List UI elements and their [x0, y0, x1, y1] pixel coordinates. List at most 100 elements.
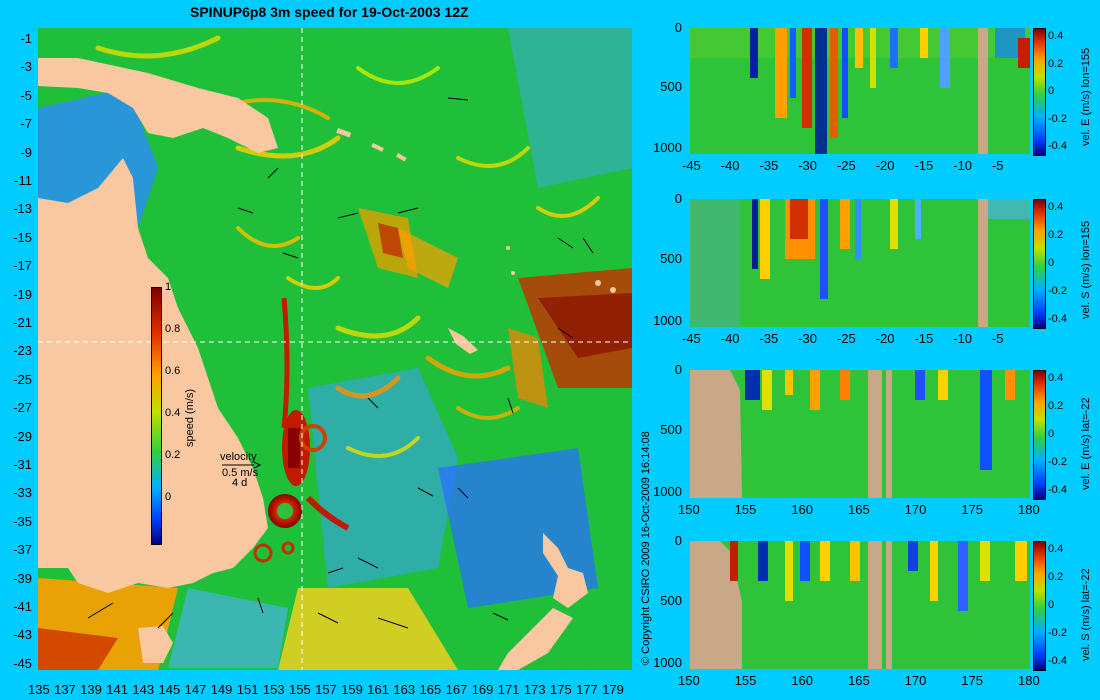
map-y-tick: -3: [20, 59, 32, 75]
map-x-tick: 155: [289, 682, 311, 697]
map-y-tick: -7: [20, 116, 32, 132]
map-x-tick: 147: [184, 682, 207, 697]
map-y-tick: -33: [13, 485, 32, 501]
velocity-key-arrow: [222, 461, 262, 469]
section-x-tick: -25: [836, 158, 856, 173]
section-panel-3: [690, 370, 1030, 498]
map-x-tick: 173: [523, 682, 546, 697]
section-x-tick: -10: [953, 158, 972, 173]
section-x-tick: 170: [904, 502, 927, 517]
map-x-tick: 167: [445, 682, 468, 697]
section-colorbar-tick: -0.2: [1048, 112, 1067, 125]
section-colorbar-tick: -0.2: [1048, 285, 1067, 297]
section-x-tick: -35: [759, 158, 779, 173]
section-x-tick: 180: [1018, 502, 1040, 517]
section-y-tick: 0: [674, 20, 682, 35]
section-y-tick: 1000: [653, 312, 682, 328]
tasmania-land: [138, 626, 173, 663]
section-x-tick: -20: [875, 331, 895, 346]
section-colorbar-tick: 0.4: [1048, 201, 1064, 213]
page-title: SPINUP6p8 3m speed for 19-Oct-2003 12Z: [190, 4, 469, 20]
section-x-tick: 165: [848, 673, 870, 688]
section-colorbar-tick: 0.2: [1048, 57, 1064, 70]
section-x-tick: 160: [791, 502, 814, 517]
section-colorbar-label: vel. S (m/s) lon=155: [1080, 220, 1092, 319]
map-y-tick: -19: [13, 286, 32, 302]
map-x-tick: 179: [602, 682, 624, 697]
section-x-tick: 160: [791, 673, 814, 688]
section-x-tick: -40: [720, 331, 740, 346]
section-x-tick: -45: [682, 331, 701, 346]
map-x-tick: 145: [158, 682, 181, 697]
section-panel-1: [690, 28, 1030, 154]
section-colorbar: [1033, 541, 1046, 671]
colorbar-tick-1: 1: [165, 281, 172, 293]
section-colorbar-tick: 0.4: [1048, 543, 1064, 555]
map-y-tick: -9: [20, 144, 32, 160]
section-y-tick: 0: [674, 362, 682, 377]
section-x-tick: -40: [720, 158, 740, 173]
map-x-tick: 153: [262, 682, 285, 697]
section-x-tick: 155: [734, 502, 757, 517]
speed-map: [38, 28, 632, 670]
velocity-key-scale: 0.5 m/s: [222, 467, 259, 479]
map-x-tick: 149: [210, 682, 233, 697]
map-y-tick: -31: [13, 457, 32, 472]
section-y-tick: 1000: [653, 139, 682, 155]
section-x-tick: -20: [875, 158, 895, 173]
section-panel-2: [690, 199, 1030, 327]
section-colorbar-label: vel. S (m/s) lat=-22: [1080, 568, 1092, 661]
copyright: © Copyright CSIRO 2009 16-Oct-2009 16:14…: [640, 431, 652, 665]
map-y-tick: -25: [13, 371, 32, 387]
velocity-key-duration: 4 d: [232, 477, 248, 489]
map-y-tick: -37: [13, 542, 32, 558]
map-y-tick: -11: [14, 173, 32, 188]
section-colorbar-tick: -0.2: [1048, 627, 1067, 639]
colorbar-tick-0.4: 0.4: [165, 407, 181, 419]
section-x-tick: 180: [1018, 673, 1040, 688]
section-colorbar: [1033, 199, 1046, 329]
section-x-tick: 175: [961, 673, 984, 688]
map-x-tick: 177: [576, 682, 598, 697]
section-colorbar-tick: 0: [1048, 428, 1055, 440]
map-x-tick: 159: [341, 682, 363, 697]
speed-colorbar: [151, 287, 162, 545]
map-x-tick: 163: [393, 682, 416, 697]
section-y-tick: 1000: [653, 654, 682, 670]
section-colorbar-tick: 0.4: [1048, 372, 1064, 384]
map-y-tick: -13: [13, 201, 32, 217]
section-colorbar-tick: 0.2: [1048, 400, 1064, 412]
section-colorbar-label: vel. E (m/s) lon=155: [1080, 47, 1092, 146]
section-x-tick: -25: [836, 331, 856, 346]
map-x-tick: 141: [106, 682, 128, 697]
section-colorbar: [1033, 370, 1046, 500]
section-x-tick: -5: [991, 331, 1004, 346]
map-x-tick: 171: [497, 682, 520, 697]
map-y-tick: -43: [13, 627, 32, 643]
map-x-tick: 137: [54, 682, 76, 697]
colorbar-label: speed (m/s): [184, 388, 196, 447]
section-y-tick: 0: [674, 533, 682, 548]
section-x-tick: -15: [914, 158, 934, 173]
map-x-tick: 165: [419, 682, 442, 697]
section-x-tick: 155: [734, 673, 757, 688]
colorbar-tick-0.6: 0.6: [165, 365, 181, 377]
section-x-tick: -35: [759, 331, 779, 346]
section-x-tick: -15: [914, 331, 934, 346]
colorbar-tick-0: 0: [165, 491, 172, 503]
map-x-tick: 139: [80, 682, 102, 697]
section-x-tick: 150: [678, 673, 700, 688]
map-y-tick: -39: [13, 570, 32, 586]
new-zealand-south-land: [498, 608, 573, 670]
section-y-tick: 0: [674, 191, 682, 206]
section-y-tick: 500: [660, 593, 682, 609]
section-y-tick: 500: [660, 422, 682, 438]
section-colorbar-tick: -0.4: [1048, 655, 1067, 667]
map-y-tick: -1: [20, 31, 32, 46]
new-zealand-north-land: [543, 533, 588, 608]
new-caledonia-land: [448, 328, 478, 354]
section-x-tick: -30: [798, 331, 818, 346]
map-y-tick: -41: [13, 599, 32, 614]
section-colorbar-tick: -0.2: [1048, 456, 1067, 468]
section-x-tick: 170: [904, 673, 927, 688]
